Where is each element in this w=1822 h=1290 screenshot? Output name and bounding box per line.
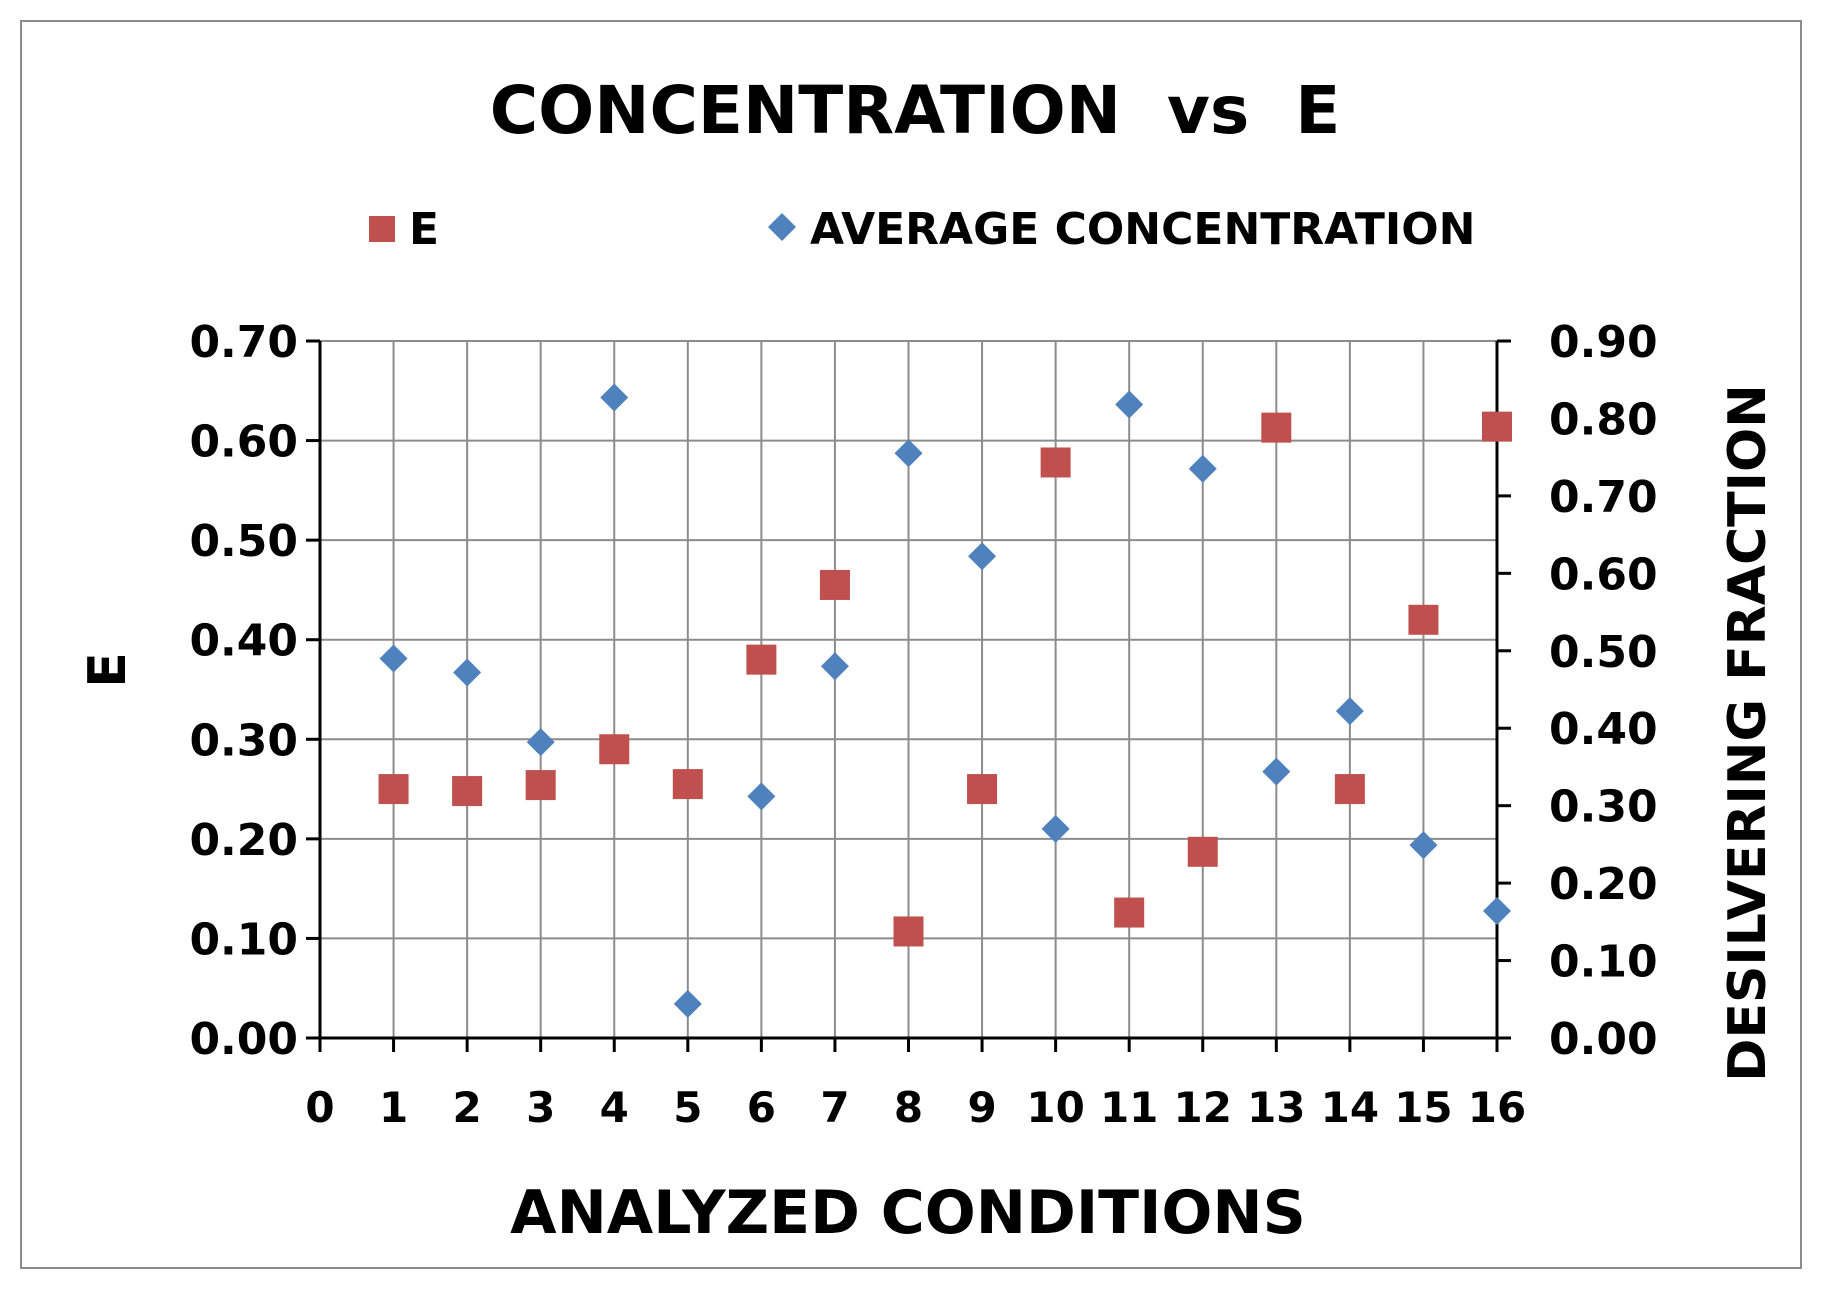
legend-concentration-marker	[768, 213, 796, 241]
concentration-point	[820, 652, 849, 681]
y-tick-label: 0.20	[189, 815, 298, 866]
grid	[320, 340, 1497, 1038]
y2-tick-label: 0.90	[1549, 317, 1658, 368]
e-point	[746, 644, 777, 675]
x-tick-label: 16	[1468, 1083, 1526, 1132]
e-point	[672, 769, 703, 800]
y2-tick-label: 0.10	[1549, 937, 1658, 988]
concentration-point	[1483, 896, 1511, 925]
chart-title: CONCENTRATION vs E	[490, 72, 1341, 149]
y-tick-label: 0.60	[189, 417, 298, 468]
y2-tick-label: 0.20	[1549, 859, 1658, 910]
concentration-point	[1041, 814, 1070, 843]
legend-concentration-label: AVERAGE CONCENTRATION	[810, 204, 1475, 255]
e-point	[1334, 774, 1365, 805]
y2-tick-label: 0.30	[1549, 782, 1658, 833]
e-point	[1408, 604, 1439, 635]
tick-labels: 0.000.100.200.300.400.500.600.700 1 2 3 4 5 6 7…	[189, 317, 1657, 1132]
e-point	[525, 770, 556, 801]
x-tick-label: 7	[820, 1083, 849, 1132]
x-tick-label: 10	[1026, 1083, 1084, 1132]
y-tick-label: 0.30	[189, 715, 298, 766]
e-point	[967, 774, 998, 805]
concentration-point	[894, 439, 923, 468]
concentration-point	[1409, 831, 1438, 860]
x-tick-label: 0	[305, 1083, 334, 1132]
e-point	[1261, 412, 1292, 443]
y2-tick-label: 0.50	[1549, 627, 1658, 678]
e-point	[452, 776, 483, 807]
x-tick-label: 14	[1321, 1083, 1379, 1132]
concentration-point	[379, 644, 408, 673]
concentration-point	[1188, 454, 1217, 483]
y-tick-label: 0.10	[189, 914, 298, 965]
x-tick-label: 9	[967, 1083, 996, 1132]
concentration-point	[673, 989, 702, 1018]
legend: E AVERAGE CONCENTRATION	[369, 204, 1475, 255]
y2-tick-label: 0.80	[1549, 394, 1658, 445]
y2-tick-label: 0.70	[1549, 472, 1658, 523]
x-tick-label: 3	[526, 1083, 555, 1132]
y-axis-label: E	[78, 652, 138, 688]
chart-border	[20, 20, 1802, 1269]
y-tick-label: 0.00	[189, 1014, 298, 1065]
concentration-point	[1115, 390, 1144, 419]
concentration-point	[526, 728, 555, 757]
y2-tick-label: 0.60	[1549, 549, 1658, 600]
y-tick-label: 0.40	[189, 616, 298, 667]
x-tick-label: 2	[453, 1083, 482, 1132]
legend-e-marker	[369, 216, 395, 242]
x-tick-label: 5	[673, 1083, 702, 1132]
y2-axis-label: DESILVERING FRACTION	[1718, 384, 1778, 1081]
x-tick-label: 1	[379, 1083, 408, 1132]
concentration-point	[968, 542, 997, 571]
x-tick-label: 15	[1394, 1083, 1452, 1132]
x-tick-label: 4	[600, 1083, 629, 1132]
concentration-point	[1335, 697, 1364, 726]
y-tick-label: 0.50	[189, 516, 298, 567]
y2-tick-label: 0.40	[1549, 704, 1658, 755]
concentration-point	[747, 782, 776, 811]
x-tick-label: 11	[1100, 1083, 1158, 1132]
data-points	[378, 383, 1512, 1018]
x-tick-label: 6	[747, 1083, 776, 1132]
e-point	[1114, 897, 1145, 928]
y2-tick-label: 0.00	[1549, 1014, 1658, 1065]
x-tick-label: 8	[894, 1083, 923, 1132]
concentration-point	[600, 383, 629, 412]
e-point	[378, 774, 409, 805]
e-point	[1187, 836, 1218, 867]
legend-e-label: E	[409, 204, 439, 255]
x-tick-label: 12	[1174, 1083, 1232, 1132]
e-point	[1482, 411, 1512, 442]
x-tick-label: 13	[1247, 1083, 1305, 1132]
e-point	[893, 916, 924, 947]
concentration-point	[1262, 757, 1291, 786]
concentration-point	[453, 658, 482, 687]
y-tick-label: 0.70	[189, 317, 298, 368]
x-axis-label: ANALYZED CONDITIONS	[510, 1178, 1306, 1248]
e-point	[819, 569, 850, 600]
e-point	[599, 734, 630, 765]
e-point	[1040, 447, 1071, 478]
